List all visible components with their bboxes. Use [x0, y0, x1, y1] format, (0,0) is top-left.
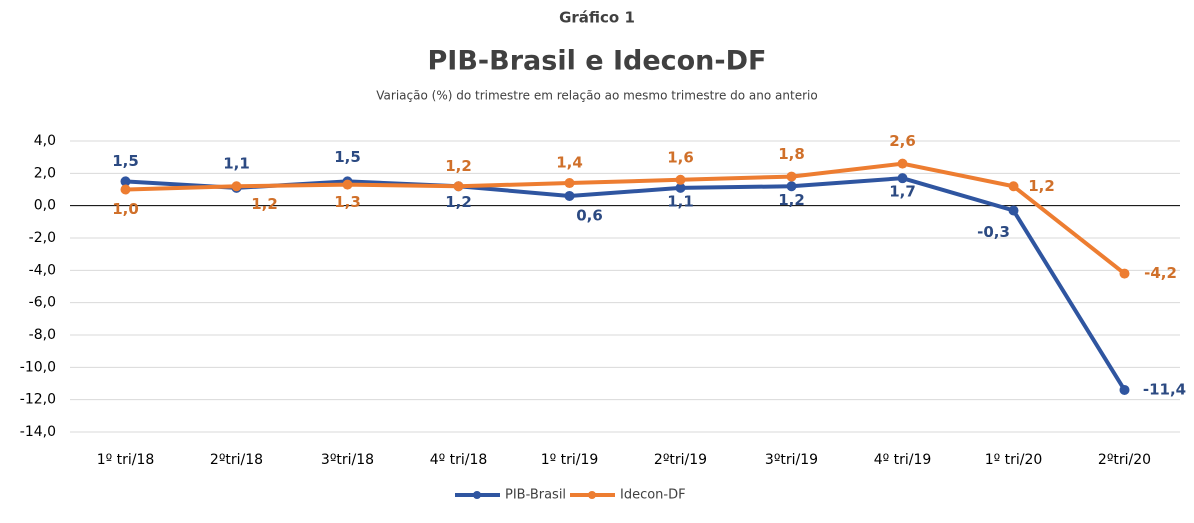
legend-marker [588, 491, 596, 499]
y-tick-label: -8,0 [29, 327, 56, 343]
y-tick-label: -2,0 [29, 230, 56, 246]
value-label: -0,3 [977, 223, 1010, 241]
value-label: 1,7 [889, 183, 916, 201]
point [897, 173, 908, 184]
point [564, 178, 575, 189]
value-label: -11,4 [1143, 380, 1186, 398]
x-tick-label: 2ºtri/18 [210, 452, 263, 468]
point [897, 158, 908, 169]
x-tick-label: 3ºtri/18 [321, 452, 374, 468]
point [675, 174, 686, 185]
value-label: 1,2 [1028, 177, 1055, 195]
point [786, 181, 797, 192]
series-line [125, 161, 1126, 276]
y-tick-label: -14,0 [20, 424, 56, 440]
value-label: 1,5 [112, 152, 139, 170]
x-tick-label: 3ºtri/19 [765, 452, 818, 468]
point [1008, 181, 1019, 192]
value-label: 1,0 [112, 200, 139, 218]
point [786, 171, 797, 182]
x-tick-label: 4º tri/18 [430, 452, 488, 468]
y-tick-label: -4,0 [29, 262, 56, 278]
value-label: 1,1 [223, 154, 250, 172]
value-label: 1,2 [445, 157, 472, 175]
point [120, 176, 131, 187]
value-label: 1,2 [778, 191, 805, 209]
value-label: 1,4 [556, 154, 583, 172]
x-tick-label: 1º tri/19 [541, 452, 599, 468]
point [1008, 205, 1019, 216]
chart-title: PIB-Brasil e Idecon-DF [428, 46, 767, 77]
legend-marker [473, 491, 481, 499]
point [231, 181, 242, 192]
y-tick-label: 0,0 [34, 198, 56, 214]
x-tick-label: 2ºtri/19 [654, 452, 707, 468]
y-tick-label: -12,0 [20, 392, 56, 408]
value-label: 1,6 [667, 148, 694, 166]
point [1119, 268, 1130, 279]
chart-subtitle: Variação (%) do trimestre em relação ao … [376, 89, 817, 103]
x-tick-label: 1º tri/20 [985, 452, 1043, 468]
point [342, 179, 353, 190]
x-tick-label: 4º tri/19 [874, 452, 932, 468]
y-tick-label: -6,0 [29, 295, 56, 311]
y-tick-label: 2,0 [34, 165, 56, 181]
chart-supertitle: Gráfico 1 [559, 9, 635, 27]
value-label: 1,2 [445, 193, 472, 211]
point [564, 190, 575, 201]
point [1119, 384, 1130, 395]
value-label: -4,2 [1144, 264, 1177, 282]
value-label: 1,2 [251, 195, 278, 213]
x-tick-label: 2ºtri/20 [1098, 452, 1151, 468]
point [675, 182, 686, 193]
value-label: 1,8 [778, 145, 805, 163]
value-label: 1,5 [334, 148, 361, 166]
point [120, 184, 131, 195]
value-label: 1,3 [334, 193, 361, 211]
legend-label: PIB-Brasil [505, 488, 566, 503]
value-label: 0,6 [576, 206, 603, 224]
y-tick-label: -10,0 [20, 359, 56, 375]
point [453, 181, 464, 192]
legend-label: Idecon-DF [620, 488, 686, 503]
value-label: 2,6 [889, 132, 916, 150]
value-label: 1,1 [667, 192, 694, 210]
y-tick-label: 4,0 [34, 133, 56, 149]
x-tick-label: 1º tri/18 [97, 452, 155, 468]
